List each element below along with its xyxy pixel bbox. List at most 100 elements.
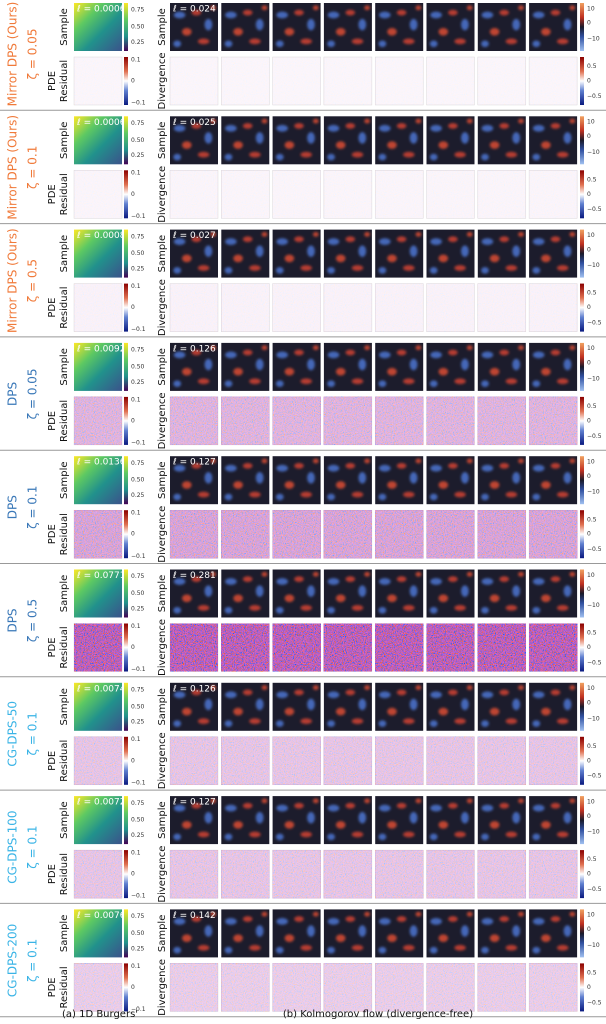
- kolmogorov-sample: [477, 796, 526, 845]
- divergence: [529, 170, 578, 219]
- colorbar-tick-label: 0: [131, 304, 135, 311]
- colorbar-tick-label: 0.25: [131, 945, 145, 952]
- divergence: [375, 510, 424, 559]
- divergence: [477, 170, 526, 219]
- divergence: [375, 170, 424, 219]
- colorbar-tick-label: 10: [587, 119, 595, 126]
- divergence: [323, 623, 372, 672]
- burgers-residual: [74, 283, 122, 332]
- kolmogorov-sample: [529, 909, 578, 958]
- divergence: [272, 623, 321, 672]
- colorbar-tick-label: 0: [587, 586, 591, 593]
- colorbar-tick-label: 0.5: [587, 970, 597, 977]
- burgers-residual: [74, 623, 122, 672]
- colorbar-tick-label: 0.5: [587, 856, 597, 863]
- row-label: Divergence: [157, 846, 168, 903]
- colorbar-tick-label: 0.50: [131, 703, 145, 710]
- kolmogorov-sample: [323, 229, 372, 278]
- colorbar-tick-label: −0.5: [587, 659, 602, 666]
- colorbar-tick-label: 0.50: [131, 930, 145, 937]
- row-label: Residual: [59, 626, 70, 668]
- colorbar: [124, 3, 128, 51]
- colorbar-tick-label: 0: [587, 191, 591, 198]
- divergence: [221, 396, 270, 445]
- kolmogorov-sample: [272, 116, 321, 165]
- colorbar-tick-label: −10: [587, 149, 600, 156]
- kolmogorov-sample: [221, 229, 270, 278]
- colorbar-tick-label: 0.50: [131, 363, 145, 370]
- colorbar-tick-label: 0: [587, 644, 591, 651]
- colorbar-tick-label: −0.5: [587, 433, 602, 440]
- colorbar-tick-label: 0.25: [131, 832, 145, 839]
- kolmogorov-sample: [272, 682, 321, 731]
- kolmogorov-sample: [221, 456, 270, 505]
- kolmogorov-sample: [426, 342, 475, 391]
- kolmogorov-sample: [477, 229, 526, 278]
- error-label: ℓ = 0.142: [172, 911, 216, 921]
- colorbar-tick-label: −10: [587, 942, 600, 949]
- kolmogorov-sample: [170, 116, 218, 165]
- kolmogorov-sample: [323, 456, 372, 505]
- kolmogorov-sample: [426, 3, 475, 51]
- colorbar-tick-label: 10: [587, 232, 595, 239]
- colorbar-tick-label: 10: [587, 458, 595, 465]
- kolmogorov-sample: [529, 569, 578, 618]
- colorbar-tick-label: 0.1: [131, 849, 141, 856]
- divergence: [477, 850, 526, 899]
- kolmogorov-sample: [477, 909, 526, 958]
- zeta-label: ζ = 0.5: [26, 599, 40, 642]
- colorbar: [124, 456, 128, 505]
- row-label: Sample: [59, 801, 70, 839]
- colorbar-tick-label: 0: [587, 133, 591, 140]
- colorbar: [124, 510, 128, 559]
- colorbar: [580, 623, 584, 672]
- colorbar-tick-label: −0.5: [587, 206, 602, 213]
- divergence: [477, 963, 526, 1012]
- divergence: [323, 283, 372, 332]
- divergence: [221, 963, 270, 1012]
- divergence: [221, 57, 270, 105]
- burgers-sample: [74, 342, 122, 391]
- colorbar-tick-label: 0: [587, 984, 591, 991]
- colorbar-tick-label: 0: [131, 757, 135, 764]
- divergence: [170, 963, 218, 1012]
- row-label: Sample: [157, 915, 168, 953]
- kolmogorov-sample: [529, 116, 578, 165]
- colorbar-tick-label: 0: [587, 699, 591, 706]
- divergence: [272, 57, 321, 105]
- row-label: Sample: [59, 348, 70, 386]
- colorbar-tick-label: −10: [587, 375, 600, 382]
- method-label: CG-DPS-50: [6, 701, 20, 767]
- colorbar-tick-label: 0.1: [131, 170, 141, 177]
- error-label: ℓ = 0.0771: [76, 571, 125, 581]
- colorbar-tick-label: 0: [131, 531, 135, 538]
- divergence: [477, 283, 526, 332]
- row-label: Sample: [157, 801, 168, 839]
- divergence: [529, 283, 578, 332]
- colorbar-tick-label: 0: [587, 871, 591, 878]
- kolmogorov-sample: [170, 342, 218, 391]
- zeta-label: ζ = 0.1: [26, 486, 40, 529]
- colorbar-tick-label: 0.1: [131, 623, 141, 630]
- row-label: Residual: [59, 966, 70, 1008]
- colorbar: [124, 736, 128, 785]
- colorbar-tick-label: 0.25: [131, 39, 145, 46]
- colorbar: [124, 850, 128, 899]
- colorbar: [580, 909, 584, 958]
- colorbar-tick-label: 0.75: [131, 687, 145, 694]
- colorbar-tick-label: 0: [587, 813, 591, 820]
- colorbar: [124, 909, 128, 958]
- kolmogorov-sample: [323, 342, 372, 391]
- colorbar: [580, 170, 584, 219]
- colorbar-tick-label: −10: [587, 262, 600, 269]
- colorbar-tick-label: 0.75: [131, 913, 145, 920]
- colorbar-tick-label: 0.25: [131, 265, 145, 272]
- colorbar-tick-label: 0.1: [131, 396, 141, 403]
- kolmogorov-sample: [375, 569, 424, 618]
- divergence: [170, 170, 218, 219]
- colorbar-tick-label: 0: [587, 360, 591, 367]
- kolmogorov-sample: [170, 3, 218, 51]
- divergence: [375, 283, 424, 332]
- row-label: Sample: [157, 122, 168, 160]
- colorbar-tick-label: 0: [131, 78, 135, 85]
